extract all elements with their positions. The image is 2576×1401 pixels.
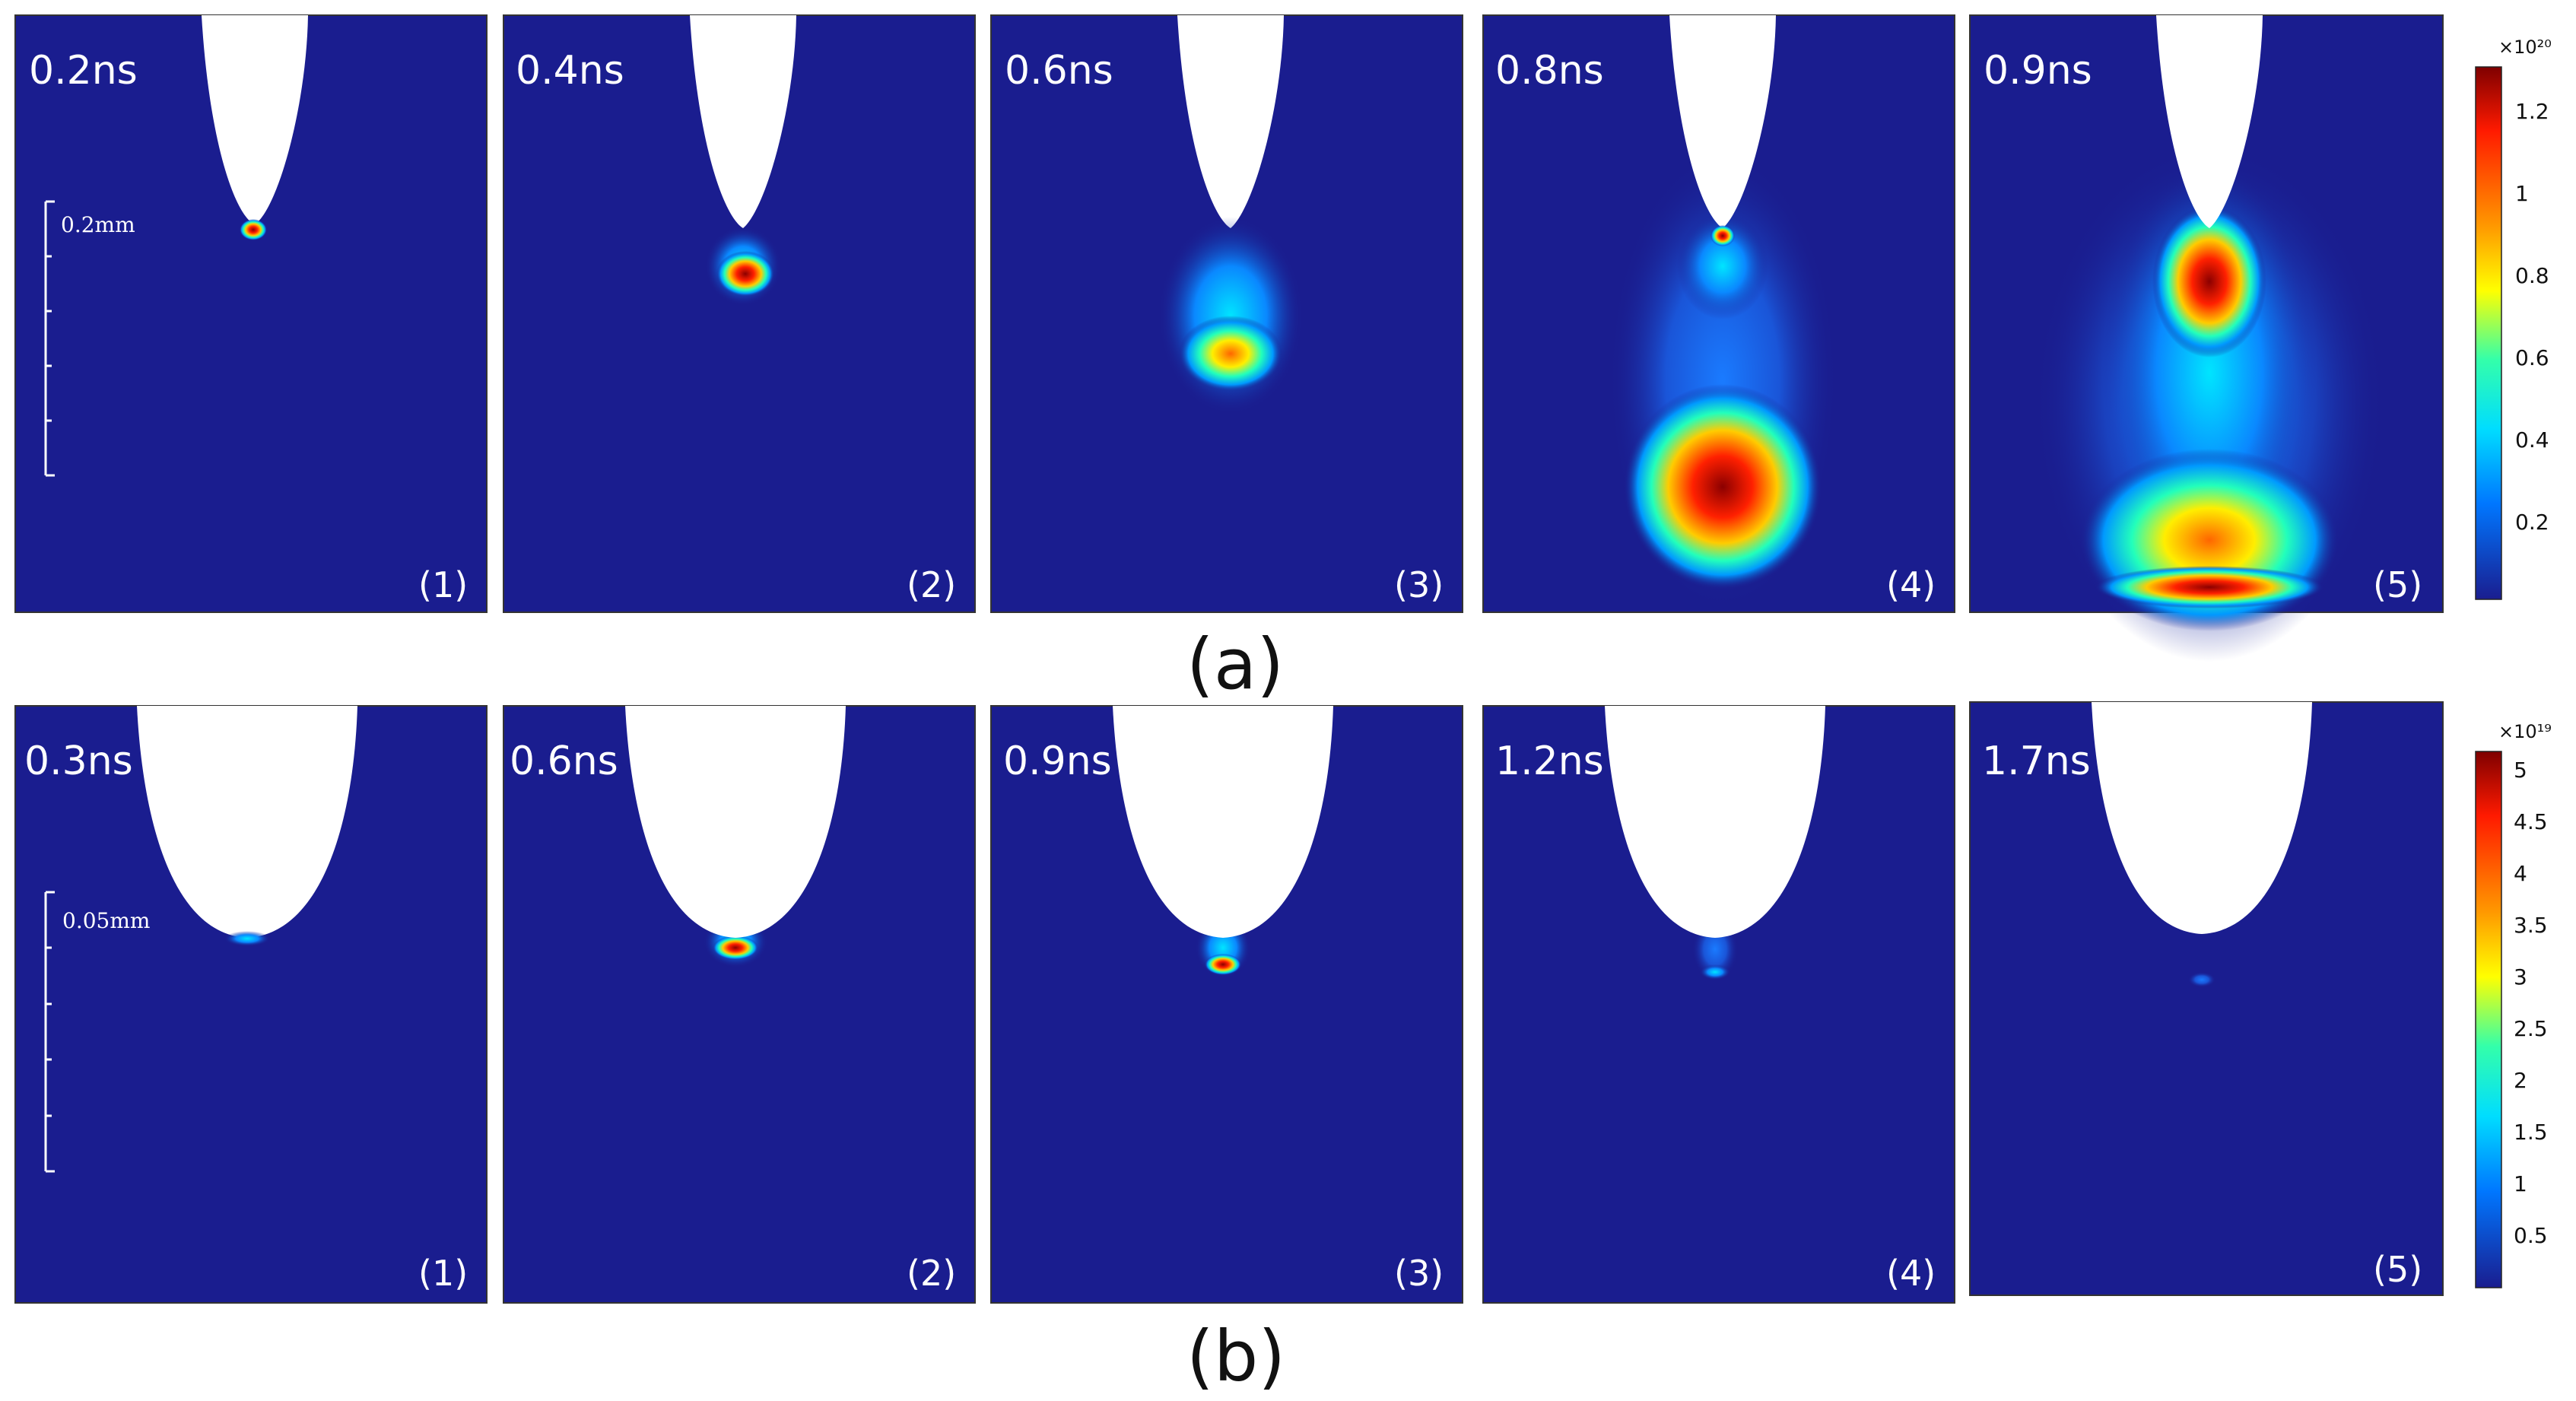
electrode-tip	[690, 15, 796, 228]
panel-time: 1.7ns	[1982, 739, 2091, 784]
colorbar-tick: 3.5	[2514, 913, 2548, 938]
electrode-tip	[2156, 15, 2263, 228]
panel-index: (2)	[907, 564, 956, 605]
row-b: 0.05mm 0.3ns (1) 0.6ns (2) 0.9ns (3)	[14, 701, 2552, 1397]
tip-hotspot	[1710, 225, 1735, 246]
discharge-head	[713, 936, 758, 960]
electrode-tip	[1177, 15, 1284, 228]
electrode-tip	[202, 15, 308, 224]
colorbar-ticks: 0.5 1 1.5 2 2.5 3 3.5 4 4.5 5	[2514, 758, 2548, 1248]
colorbar-tick: 0.8	[2515, 263, 2549, 288]
discharge-head	[1700, 964, 1730, 980]
panel-index: (2)	[907, 1253, 956, 1294]
discharge-head	[2188, 972, 2215, 987]
colorbar-tick: 2.5	[2514, 1016, 2548, 1041]
colorbar-gradient	[2475, 66, 2502, 600]
discharge-head	[1624, 384, 1822, 589]
panel-index: (3)	[1394, 1253, 1444, 1294]
colorbar-tick: 2	[2514, 1068, 2527, 1093]
row-a: 0.2mm 0.2ns (1) 0.4ns (2) 0.6ns (3)	[14, 14, 2552, 705]
panel-time: 0.6ns	[1005, 48, 1113, 94]
colorbar-exponent: ×10¹⁹	[2498, 721, 2552, 742]
scale-label: 0.2mm	[61, 212, 135, 237]
scale-bar	[44, 200, 55, 477]
colorbar-ticks: 0.2 0.4 0.6 0.8 1 1.2	[2515, 99, 2549, 535]
panel-time: 0.8ns	[1495, 48, 1604, 94]
panel-time: 0.2ns	[29, 48, 138, 94]
panel-time: 0.6ns	[510, 739, 618, 784]
electrode-tip	[1605, 706, 1825, 938]
panel-a4: 0.8ns (4)	[1482, 14, 1955, 613]
colorbar-tick: 3	[2514, 964, 2527, 990]
colorbar-tick: 0.2	[2515, 510, 2549, 535]
colorbar-gradient	[2475, 751, 2502, 1288]
panel-a3: 0.6ns (3)	[990, 14, 1463, 613]
colorbar-tick: 0.5	[2514, 1223, 2548, 1248]
discharge-head	[240, 219, 267, 240]
panel-index: (5)	[2373, 1249, 2422, 1290]
panel-index: (5)	[2373, 564, 2422, 605]
colorbar-tick: 1	[2515, 181, 2529, 206]
panel-time: 0.9ns	[1984, 48, 2092, 94]
panel-index: (4)	[1886, 564, 1936, 605]
panel-b5: 1.7ns (5)	[1969, 701, 2444, 1296]
electrode-tip	[625, 706, 846, 938]
panel-time: 0.3ns	[24, 739, 133, 784]
electrode-tip	[1669, 15, 1776, 228]
discharge-upper	[1677, 213, 1768, 319]
colorbar-tick: 4	[2514, 861, 2527, 886]
colorbar-tick: 1	[2514, 1171, 2527, 1196]
colorbar-tick: 5	[2514, 758, 2527, 783]
colorbar-a: ×10²⁰ 0.2 0.4 0.6 0.8 1 1.2	[2475, 37, 2552, 600]
discharge-head	[224, 931, 270, 946]
colorbar-tick: 4.5	[2514, 809, 2548, 834]
discharge-head	[1179, 316, 1282, 392]
electrode-tip	[137, 706, 357, 938]
panel-b4: 1.2ns (4)	[1482, 705, 1955, 1304]
electrode-tip	[2092, 702, 2312, 934]
panel-time: 0.4ns	[516, 48, 624, 94]
panel-index: (1)	[418, 1253, 468, 1294]
panel-a5: 0.9ns (5)	[1969, 14, 2444, 662]
panel-index: (4)	[1886, 1253, 1936, 1294]
colorbar-tick: 1.2	[2515, 99, 2549, 124]
panel-b1: 0.05mm 0.3ns (1)	[14, 705, 488, 1304]
electrode-tip	[1113, 706, 1333, 938]
scale-bar	[44, 891, 55, 1173]
panel-time: 1.2ns	[1495, 739, 1604, 784]
colorbar-tick: 0.4	[2515, 427, 2549, 453]
scale-label: 0.05mm	[62, 908, 150, 933]
row-label-a: (a)	[1186, 624, 1284, 705]
panel-index: (3)	[1394, 564, 1444, 605]
panel-a2: 0.4ns (2)	[503, 14, 976, 613]
discharge-head	[1205, 954, 1241, 975]
panel-b2: 0.6ns (2)	[503, 705, 976, 1304]
discharge-upper	[2152, 205, 2266, 357]
colorbar-tick: 0.6	[2515, 345, 2549, 370]
panel-b3: 0.9ns (3)	[990, 705, 1463, 1304]
discharge-base	[2095, 566, 2323, 608]
discharge-head	[716, 251, 774, 297]
colorbar-tick: 1.5	[2514, 1120, 2548, 1145]
panel-a1: 0.2mm 0.2ns (1)	[14, 14, 488, 613]
panel-index: (1)	[418, 564, 468, 605]
colorbar-b: ×10¹⁹ 0.5 1 1.5 2 2.5 3 3.5 4 4.5 5	[2475, 721, 2552, 1288]
row-label-b: (b)	[1186, 1316, 1285, 1397]
colorbar-exponent: ×10²⁰	[2498, 37, 2552, 58]
panel-time: 0.9ns	[1003, 739, 1112, 784]
